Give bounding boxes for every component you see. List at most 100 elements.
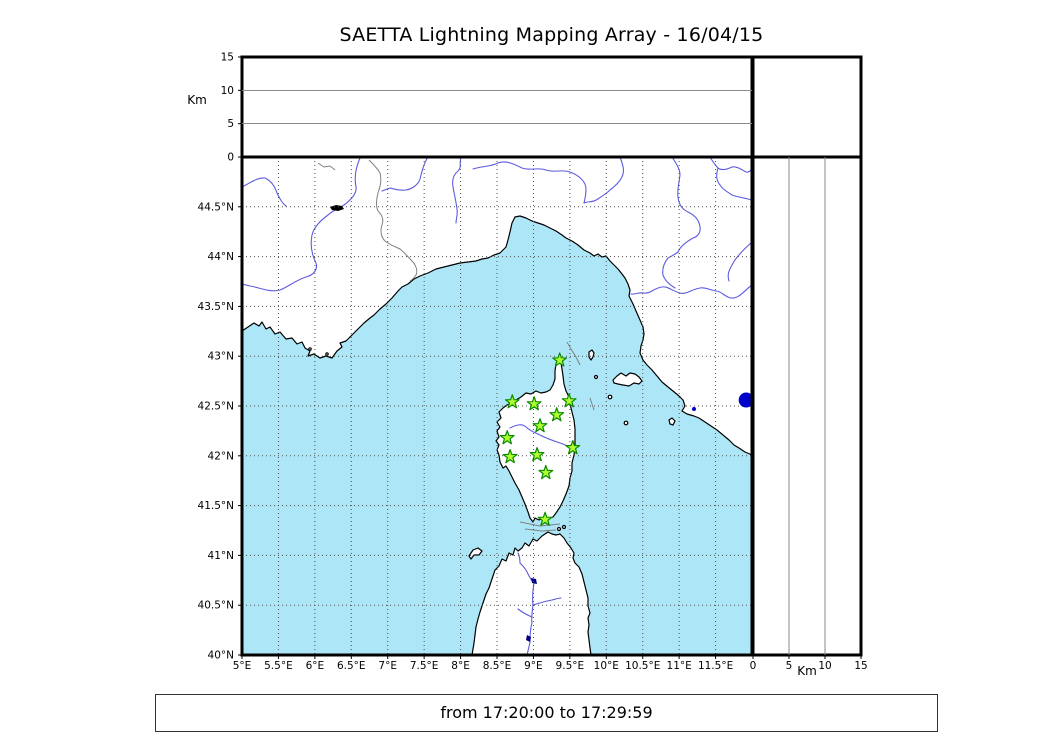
- axis-tick-labels: 5°E 5.5°E 6°E 6.5°E 7°E 7.5°E 8°E 8.5°E 9°E 9.5°E…: [198, 52, 868, 673]
- lon-tick-label: 10.5°E: [625, 660, 660, 672]
- station-marker: [565, 440, 581, 455]
- maritime-boundary-line: [566, 341, 581, 366]
- elba-island: [612, 372, 643, 387]
- axis-ticks: [238, 56, 862, 659]
- station-marker: [538, 464, 554, 480]
- lon-tick-label: 9°E: [524, 660, 543, 672]
- lon-tick-label: 11°E: [667, 660, 692, 672]
- lat-tick-label: 40.5°N: [198, 600, 234, 612]
- islet: [325, 352, 329, 356]
- boundary-lines: [317, 159, 595, 532]
- lon-tick-label: 8.5°E: [483, 660, 512, 672]
- river-arno: [630, 284, 752, 299]
- altitude-longitude-panel: [240, 55, 754, 159]
- mainland-coastline: [242, 157, 752, 456]
- river-path: [517, 608, 533, 618]
- station-marker: [504, 394, 520, 409]
- river-durance: [242, 157, 361, 292]
- lat-tick-label: 40°N: [208, 650, 234, 662]
- map-panel: [242, 157, 752, 655]
- giglio-island: [668, 417, 676, 426]
- river-golo: [509, 424, 575, 450]
- station-marker: [529, 447, 545, 462]
- time-window-text: from 17:20:00 to 17:29:59: [440, 703, 653, 722]
- montecristo-island: [623, 420, 629, 426]
- lake-bolsena-dot: [738, 392, 752, 408]
- map-gridlines: [242, 157, 752, 655]
- asinara-island: [468, 547, 483, 560]
- islet: [556, 526, 562, 532]
- river-po-tributary: [472, 161, 587, 204]
- station-marker: [537, 511, 553, 527]
- river-path: [242, 177, 287, 207]
- islet: [593, 374, 599, 380]
- lon-tick-label: 11.5°E: [698, 660, 733, 672]
- corsica-island: [495, 357, 576, 523]
- station-markers: [499, 352, 581, 527]
- pianosa-island: [607, 394, 613, 400]
- altitude-axis-label-right: Km: [797, 664, 817, 678]
- islet: [561, 524, 567, 530]
- lon-tick-label: 6°E: [306, 660, 325, 672]
- alt-tick-label: 15: [854, 660, 867, 672]
- lat-tick-label: 44.5°N: [198, 201, 234, 213]
- alt-tick-label: 0: [750, 660, 757, 672]
- lon-tick-label: 5.5°E: [264, 660, 293, 672]
- alt-tick-label: 0: [227, 152, 234, 164]
- lon-tick-label: 9.5°E: [556, 660, 585, 672]
- altitude-panel-gridlines: [242, 89, 826, 655]
- station-marker: [502, 449, 518, 464]
- lat-tick-label: 41°N: [208, 550, 234, 562]
- altitude-axis-label-top: Km: [187, 93, 207, 107]
- lat-tick-label: 42°N: [208, 450, 234, 462]
- lake: [526, 635, 531, 642]
- lake-bolsena-dot-layer: [738, 392, 752, 408]
- lat-tick-label: 43.5°N: [198, 301, 234, 313]
- lon-tick-label: 7.5°E: [410, 660, 439, 672]
- france-italy-border: [368, 159, 418, 282]
- station-marker: [532, 418, 548, 433]
- time-window-box: from 17:20:00 to 17:29:59: [155, 694, 938, 732]
- alt-tick-label: 15: [221, 52, 234, 64]
- lat-tick-label: 42.5°N: [198, 401, 234, 413]
- orbetello-lagoon: [692, 407, 696, 411]
- alt-tick-label: 10: [221, 85, 234, 97]
- river-path: [716, 167, 752, 201]
- alt-tick-label: 5: [786, 660, 793, 672]
- station-marker: [552, 352, 568, 367]
- station-marker: [526, 396, 542, 411]
- lon-tick-label: 10°E: [594, 660, 619, 672]
- islet: [308, 347, 312, 351]
- sardinia-island: [471, 531, 592, 655]
- maritime-boundary-line: [589, 397, 595, 411]
- station-marker: [549, 407, 565, 422]
- capraia-island: [588, 349, 595, 361]
- alt-tick-label: 5: [227, 118, 234, 130]
- maritime-boundary-line: [524, 528, 557, 532]
- altitude-histogram-panel: [751, 55, 863, 159]
- river-path: [452, 157, 462, 224]
- river-path: [727, 241, 752, 282]
- maritime-boundary-line: [519, 521, 561, 527]
- lat-tick-label: 43°N: [208, 351, 234, 363]
- river-path: [381, 157, 429, 192]
- river-path: [662, 157, 701, 289]
- lon-tick-label: 5°E: [233, 660, 252, 672]
- border-line: [317, 162, 336, 171]
- lon-tick-label: 6.5°E: [337, 660, 366, 672]
- lon-tick-label: 7°E: [378, 660, 397, 672]
- station-marker: [499, 430, 515, 445]
- station-marker: [561, 393, 577, 408]
- river-path: [583, 157, 625, 204]
- alt-tick-label: 10: [818, 660, 831, 672]
- lat-tick-label: 41.5°N: [198, 500, 234, 512]
- plot-title: SAETTA Lightning Mapping Array - 16/04/1…: [339, 24, 764, 46]
- river-path: [532, 597, 562, 606]
- lon-tick-label: 8°E: [451, 660, 470, 672]
- lat-tick-label: 44°N: [208, 251, 234, 263]
- lake: [531, 578, 537, 584]
- lake-serre-poncon: [330, 205, 344, 211]
- altitude-latitude-panel: [751, 155, 863, 657]
